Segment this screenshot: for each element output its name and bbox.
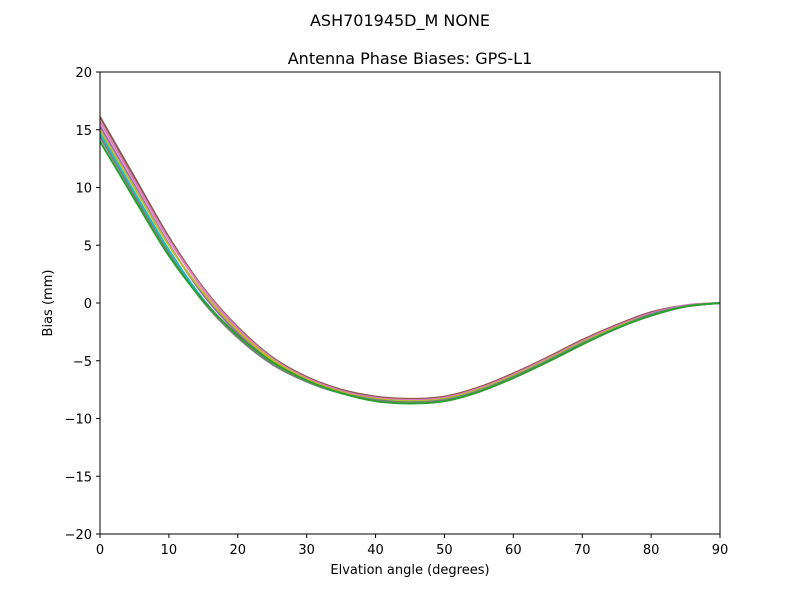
y-tick-label: −10: [65, 413, 92, 428]
series-layer: [100, 116, 720, 405]
x-axis-label: Elvation angle (degrees): [330, 563, 489, 578]
series-line-7: [100, 140, 720, 405]
series-line-4: [100, 129, 720, 403]
x-tick-label: 80: [643, 543, 660, 558]
x-tick-label: 20: [230, 543, 247, 558]
x-axis: 0 10 20 30 40 50 60 70 80 90: [96, 534, 728, 558]
y-tick-label: −20: [65, 528, 92, 543]
y-axis-label: Bias (mm): [41, 270, 56, 337]
y-tick-label: −15: [65, 470, 92, 485]
x-tick-label: 90: [712, 543, 729, 558]
x-tick-label: 30: [298, 543, 315, 558]
x-tick-label: 40: [367, 543, 384, 558]
chart-title: Antenna Phase Biases: GPS-L1: [288, 49, 533, 68]
figure-suptitle: ASH701945D_M NONE: [310, 11, 490, 31]
x-tick-label: 50: [436, 543, 453, 558]
y-axis: 20 15 10 5 0 −5 −10 −15 −20: [65, 66, 100, 543]
y-tick-label: 0: [84, 297, 92, 312]
x-tick-label: 0: [96, 543, 104, 558]
x-tick-label: 60: [505, 543, 522, 558]
y-tick-label: −5: [73, 355, 92, 370]
y-tick-label: 15: [75, 124, 92, 139]
y-tick-label: 5: [84, 239, 92, 254]
y-tick-label: 10: [75, 182, 92, 197]
series-line-2: [100, 121, 720, 402]
y-tick-label: 20: [75, 66, 92, 81]
x-tick-label: 10: [161, 543, 178, 558]
x-tick-label: 70: [574, 543, 591, 558]
